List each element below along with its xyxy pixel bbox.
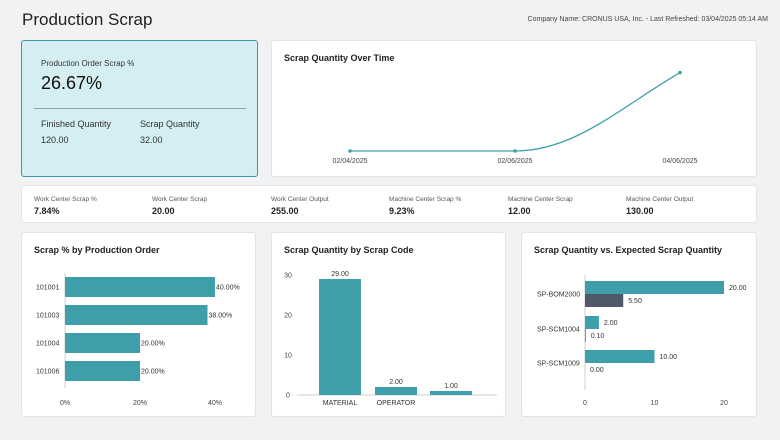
kpi-divider [34, 108, 246, 109]
expected-bar [585, 294, 624, 307]
scrap-bar [585, 350, 655, 363]
x-tick-label: 20 [720, 400, 728, 407]
work-center-scrap-pct-value[interactable]: 7.84% [34, 206, 60, 216]
scrap-quantity-over-time-card[interactable]: Scrap Quantity Over Time 02/04/2025 02/06… [271, 40, 757, 177]
kpi-label: Production Order Scrap % [41, 59, 135, 68]
data-point [348, 149, 352, 153]
data-label: 20.00 [729, 285, 747, 292]
bar [65, 277, 215, 297]
x-tick-label: MATERIAL [323, 400, 358, 407]
y-tick-label: SP-SCM1009 [537, 361, 580, 368]
machine-center-scrap-pct-label: Machine Center Scrap % [389, 196, 462, 203]
machine-center-scrap-label: Machine Center Scrap [508, 196, 573, 203]
data-label: 38.00% [209, 313, 233, 320]
x-tick-label: 20% [133, 400, 147, 407]
data-point [513, 149, 517, 153]
scrap-pct-by-production-order-card[interactable]: Scrap % by Production Order 40.00% 101001… [21, 232, 256, 417]
data-label: 5.50 [628, 298, 642, 305]
series-line [350, 71, 681, 152]
scrap-vs-expected-card[interactable]: Scrap Quantity vs. Expected Scrap Quanti… [521, 232, 757, 417]
scrap-quantity-by-scrap-code-card[interactable]: Scrap Quantity by Scrap Code 0 10 20 30 29.0… [271, 232, 506, 417]
y-tick-label: 101001 [36, 285, 59, 292]
x-tick-label: 0% [60, 400, 70, 407]
x-tick-label: 04/06/2025 [662, 158, 697, 165]
y-tick-label: 20 [284, 313, 292, 320]
x-tick-label: 02/04/2025 [332, 158, 367, 165]
page-title: Production Scrap [22, 10, 153, 29]
bar [375, 387, 417, 395]
y-tick-label: 30 [284, 273, 292, 280]
chart-title: Scrap Quantity Over Time [284, 53, 395, 63]
data-label: 2.00 [604, 320, 618, 327]
grouped-hbar-chart: SP-BOM2000 20.00 5.50 SP-SCM1004 2.00 0.10 SP-… [537, 275, 747, 407]
scrap-bar [585, 316, 599, 329]
hbar-chart: 40.00% 101001 38.00% 101003 20.00% 101004 20.0… [36, 273, 240, 407]
company-info: Company Name: CRONUS USA, Inc. - Last Re… [527, 16, 768, 23]
expected-bar [585, 329, 586, 342]
machine-center-scrap-value[interactable]: 12.00 [508, 206, 531, 216]
y-tick-label: 101006 [36, 369, 59, 376]
x-tick-label: 0 [583, 400, 587, 407]
bar [319, 279, 361, 395]
bar [430, 391, 472, 395]
chart-title: Scrap Quantity vs. Expected Scrap Quanti… [534, 245, 723, 255]
y-tick-label: 10 [284, 353, 292, 360]
data-label: 0.10 [591, 333, 605, 340]
data-label: 10.00 [660, 354, 678, 361]
work-center-scrap-pct-label: Work Center Scrap % [34, 196, 97, 203]
data-label: 20.00% [141, 369, 165, 376]
bar [65, 333, 140, 353]
finished-quantity-value: 120.00 [41, 135, 69, 145]
y-tick-label: SP-BOM2000 [537, 292, 580, 299]
production-order-scrap-kpi[interactable]: Production Order Scrap % 26.67% Finished… [21, 40, 258, 177]
data-label: 29.00 [331, 271, 349, 278]
data-label: 20.00% [141, 341, 165, 348]
machine-center-output-label: Machine Center Output [626, 196, 694, 203]
vbar-chart: 0 10 20 30 29.00 MATERIAL 2.00 OPERATOR 1.00 [284, 271, 497, 407]
y-tick-label: 101004 [36, 341, 59, 348]
kpi-value: 26.67% [41, 73, 103, 93]
work-center-output-label: Work Center Output [271, 196, 329, 203]
work-center-scrap-value[interactable]: 20.00 [152, 206, 175, 216]
bar [65, 361, 140, 381]
x-tick-label: 02/06/2025 [497, 158, 532, 165]
scrap-bar [585, 281, 724, 294]
x-tick-label: OPERATOR [377, 400, 416, 407]
machine-center-output-value[interactable]: 130.00 [626, 206, 654, 216]
work-center-output-value[interactable]: 255.00 [271, 206, 299, 216]
x-tick-label: 10 [651, 400, 659, 407]
data-label: 1.00 [444, 383, 458, 390]
chart-title: Scrap % by Production Order [34, 245, 160, 255]
x-tick-label: 40% [208, 400, 222, 407]
data-label: 2.00 [389, 379, 403, 386]
scrap-metrics-strip: Work Center Scrap % 7.84% Work Center Sc… [21, 185, 757, 223]
y-tick-label: 101003 [36, 313, 59, 320]
data-point [678, 70, 682, 75]
bar [65, 305, 208, 325]
scrap-quantity-value: 32.00 [140, 135, 163, 145]
data-label: 40.00% [216, 285, 240, 292]
y-tick-label: SP-SCM1004 [537, 327, 580, 334]
data-label: 0.00 [590, 367, 604, 374]
scrap-quantity-label: Scrap Quantity [140, 119, 200, 129]
chart-title: Scrap Quantity by Scrap Code [284, 245, 414, 255]
finished-quantity-label: Finished Quantity [41, 119, 112, 129]
work-center-scrap-label: Work Center Scrap [152, 196, 208, 203]
line-chart: 02/04/2025 02/06/2025 04/06/2025 [332, 70, 698, 165]
machine-center-scrap-pct-value[interactable]: 9.23% [389, 206, 415, 216]
y-tick-label: 0 [286, 393, 290, 400]
